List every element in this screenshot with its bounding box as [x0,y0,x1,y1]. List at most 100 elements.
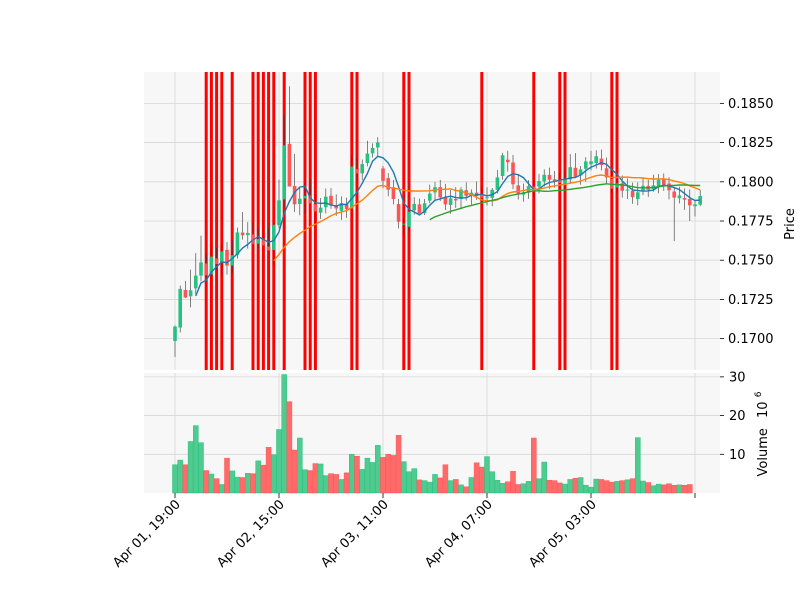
candle-body [594,156,598,163]
candle-body [438,187,442,198]
candle-body [516,185,520,195]
volume-bar [614,481,620,494]
volume-bar [333,474,339,494]
candle-body [194,275,198,289]
volume-bar [624,479,631,494]
candle-body [324,196,328,208]
x-tick-label: Apr 03, 11:00 [318,497,391,570]
candle-body [537,181,541,187]
price-y-ticks: 0.1700 0.1725 0.1750 0.1775 0.1800 0.1825 0.18… [720,97,774,347]
volume-bar [479,466,485,494]
candle-body [355,169,359,174]
candle-body [318,207,323,213]
candle-body [183,290,188,298]
volume-bar [349,454,355,494]
volume-bar [593,478,599,494]
volume-bar [629,478,636,494]
volume-bar [395,435,402,494]
price-tick-label: 0.1725 [728,293,774,308]
volume-bar [369,462,376,494]
candle-body [578,169,583,176]
candle-body [662,179,666,185]
candle-body [376,142,380,148]
volume-axis-label-text: Volume [756,428,771,476]
volume-bar [499,483,506,494]
candle-body [428,193,432,201]
candle-body [630,190,635,198]
candle-body [417,204,422,214]
candle-body [412,203,416,211]
volume-bar [416,479,423,494]
volume-bar [312,463,319,494]
volume-bar [182,464,189,494]
candle-body [495,177,500,190]
candle-body [589,161,593,165]
candle-body [240,232,245,236]
volume-bar [354,455,360,494]
candle-body [604,168,609,178]
volume-bar [198,442,204,494]
svg-text:Volume 10 6: Volume 10 6 [754,391,771,476]
volume-bar [437,477,443,494]
candle-body [209,256,214,275]
volume-bar [265,447,272,494]
candle-body [568,167,572,180]
candle-body [235,232,240,255]
volume-bar [390,455,397,494]
volume-bar [421,480,428,494]
candle-body [490,189,494,198]
candle-body [688,199,692,206]
volume-bar [645,482,651,494]
volume-bar [494,479,501,494]
volume-bar [635,437,641,494]
candle-body [365,153,370,163]
volume-panel [144,373,720,493]
candle-body [334,205,338,209]
volume-bar [609,481,615,494]
volume-bar [541,461,547,494]
candle-body [625,189,630,191]
volume-bar [401,461,407,494]
candle-body [542,174,546,182]
price-tick-label: 0.1800 [728,175,774,190]
candle-body [396,204,401,222]
volume-bar [650,485,657,494]
volume-bar [375,445,381,494]
volume-bar [531,437,537,494]
volume-bar [219,484,225,494]
candle-body [402,223,406,225]
candle-body [682,198,687,200]
candle-body [422,203,427,214]
volume-bar [343,472,350,494]
candle-body [308,195,312,204]
candle-body [620,183,624,191]
volume-bar [453,479,459,494]
candle-body [480,194,484,198]
volume-bar [359,469,365,494]
volume-bar [328,473,334,494]
moving-average-line [429,183,701,221]
volume-bar [551,480,558,494]
volume-bar [577,477,584,494]
volume-bar [224,457,230,494]
x-tick-label: Apr 02, 15:00 [214,497,287,570]
candle-body [287,143,292,187]
volume-bar [598,479,605,494]
candle-body [173,326,177,341]
volume-bar [671,485,677,494]
volume-bars [172,374,693,494]
volume-bar [468,477,475,494]
candle-body [672,191,676,198]
candle-body [547,174,552,180]
volume-bar [458,484,464,494]
volume-bar [442,464,449,494]
candle-body [454,199,458,201]
candle-body [677,195,682,199]
volume-bar [187,441,194,494]
volume-bar [255,460,261,494]
volume-bar [536,478,542,494]
volume-bar [562,483,568,494]
candle-body [599,158,604,166]
volume-bar [385,454,391,494]
volume-bar [687,484,693,494]
